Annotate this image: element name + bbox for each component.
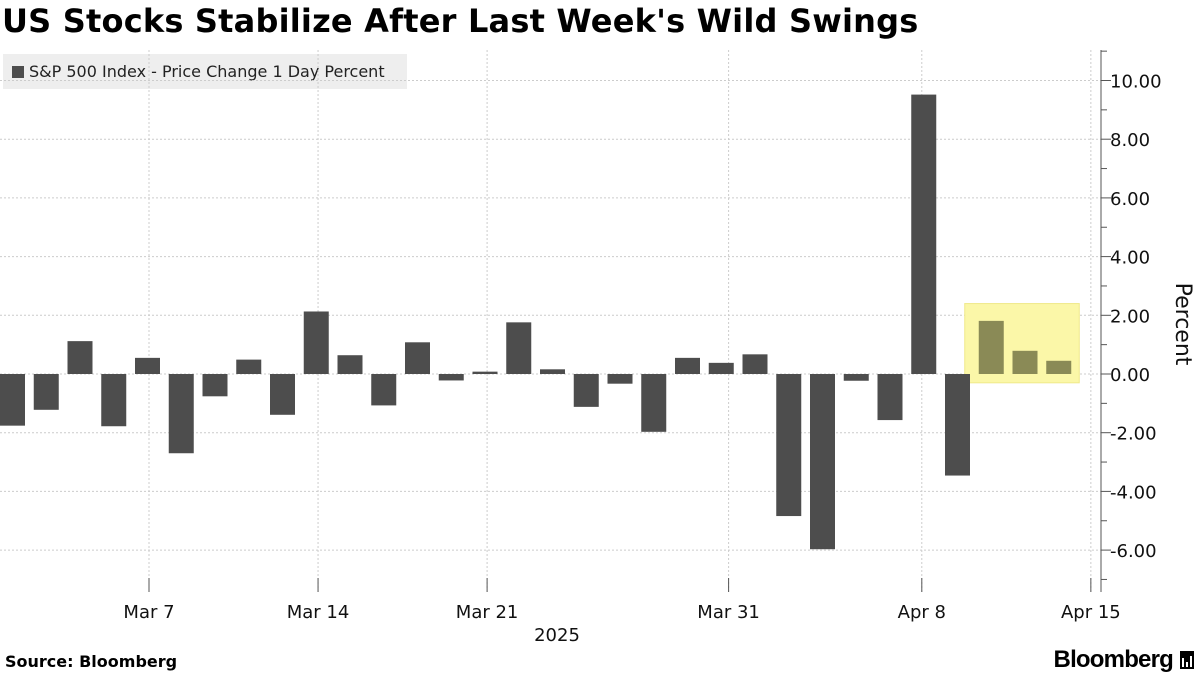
bar <box>135 357 160 374</box>
y-tick-label: -4.00 <box>1110 482 1157 503</box>
y-tick-label: 2.00 <box>1110 306 1150 327</box>
y-tick-label: 6.00 <box>1110 189 1150 210</box>
bar <box>168 374 194 454</box>
bar <box>573 374 599 407</box>
bar <box>472 371 498 374</box>
bar <box>67 341 93 374</box>
y-tick-label: 10.00 <box>1110 72 1162 93</box>
source-note: Source: Bloomberg <box>5 652 178 671</box>
x-tick-label: Mar 14 <box>287 602 350 623</box>
bar <box>641 374 667 432</box>
bloomberg-terminal-icon <box>1180 651 1194 669</box>
bar <box>540 369 565 374</box>
bar <box>438 374 464 381</box>
bar <box>810 374 835 550</box>
bar <box>776 374 802 517</box>
bar <box>0 374 25 426</box>
y-tick-label: -6.00 <box>1110 541 1157 562</box>
y-tick-label: 8.00 <box>1110 130 1150 151</box>
bar <box>405 342 430 374</box>
bar <box>236 359 262 374</box>
bar <box>708 362 734 374</box>
x-axis-year-label: 2025 <box>534 625 580 646</box>
x-tick-label: Apr 15 <box>1061 602 1121 623</box>
bar <box>978 320 1004 374</box>
y-tick-label: 4.00 <box>1110 248 1150 269</box>
x-tick-label: Mar 31 <box>697 602 760 623</box>
legend-swatch <box>12 65 24 78</box>
bar <box>945 374 970 476</box>
y-tick-label: 0.00 <box>1110 365 1150 386</box>
bar <box>101 374 127 427</box>
bar <box>303 311 329 374</box>
bar <box>1012 350 1038 374</box>
bar <box>675 357 700 374</box>
brand-name: Bloomberg <box>1053 646 1174 673</box>
x-tick-label: Apr 8 <box>898 602 946 623</box>
bar <box>202 374 228 397</box>
bar <box>33 374 59 410</box>
bar <box>911 94 937 374</box>
bar <box>270 374 295 415</box>
bar <box>371 374 397 406</box>
y-tick-label: -2.00 <box>1110 424 1157 445</box>
bar <box>742 354 768 374</box>
bloomberg-logo: Bloomberg <box>1054 646 1194 674</box>
x-tick-label: Mar 7 <box>123 602 174 623</box>
bar <box>1046 360 1072 374</box>
x-tick-label: Mar 21 <box>456 602 519 623</box>
y-axis-title: Percent <box>1170 283 1195 366</box>
chart-title: US Stocks Stabilize After Last Week's Wi… <box>2 2 919 40</box>
legend-label: S&P 500 Index - Price Change 1 Day Perce… <box>29 62 385 81</box>
chart-legend: S&P 500 Index - Price Change 1 Day Perce… <box>3 54 407 89</box>
bar <box>506 322 532 374</box>
bar <box>607 374 633 384</box>
bar <box>877 374 903 421</box>
bar <box>843 374 869 381</box>
bar <box>337 355 363 374</box>
